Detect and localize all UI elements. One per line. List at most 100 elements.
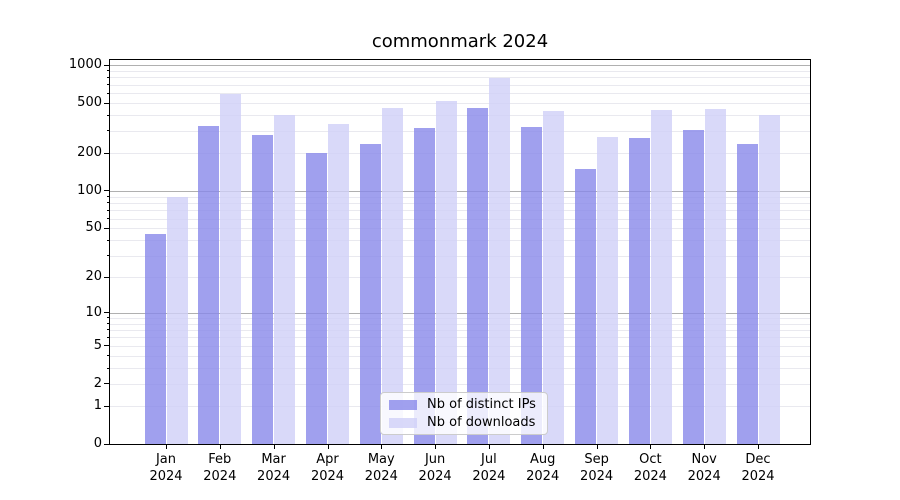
y-tick-label: 2 [93, 375, 102, 391]
x-tick-label: Dec 2024 [726, 451, 790, 485]
x-tick-mark [219, 445, 221, 449]
x-label-year: 2024 [472, 469, 506, 484]
minor-gridline [110, 196, 810, 198]
minor-gridline [110, 70, 810, 72]
minor-gridline [110, 153, 810, 155]
x-tick-label: Jun 2024 [403, 451, 467, 485]
bar-downloads [597, 136, 619, 444]
y-tick-mark [104, 443, 110, 445]
bar-distinct-ips [575, 168, 597, 444]
major-gridline [110, 190, 810, 192]
x-tick-mark [488, 445, 490, 449]
y-tick-label: 0 [93, 436, 102, 451]
minor-gridline [110, 337, 810, 339]
legend-swatch-downloads [389, 417, 417, 428]
legend-item-distinct-ips: Nb of distinct IPs [389, 397, 547, 412]
bar-downloads [328, 124, 349, 444]
y-tick-mark [104, 102, 110, 104]
y-tick-label: 1 [93, 398, 102, 413]
minor-gridline [110, 84, 810, 86]
x-tick-mark [166, 445, 167, 449]
x-label-year: 2024 [526, 469, 560, 484]
x-label-month: Oct [639, 452, 662, 467]
legend-item-downloads: Nb of downloads [389, 415, 547, 430]
legend-label-distinct-ips: Nb of distinct IPs [427, 397, 536, 412]
legend-label-downloads: Nb of downloads [427, 415, 536, 430]
minor-gridline [110, 210, 810, 212]
y-minor-tick-mark [107, 255, 110, 257]
y-minor-tick-mark [107, 202, 110, 204]
y-tick-mark [104, 190, 110, 192]
y-minor-tick-mark [107, 84, 110, 85]
bar-downloads [381, 108, 403, 444]
y-tick-label: 100 [77, 182, 102, 198]
bar-downloads [220, 94, 242, 444]
x-tick-mark [327, 445, 329, 449]
x-label-month: Apr [316, 452, 339, 467]
y-tick-label: 50 [85, 220, 102, 236]
bar-distinct-ips [359, 144, 381, 444]
y-minor-tick-mark [107, 130, 110, 132]
y-minor-tick-mark [107, 114, 110, 116]
y-tick-mark [104, 276, 110, 278]
x-label-year: 2024 [418, 469, 452, 484]
x-tick-label: Jul 2024 [457, 451, 521, 485]
x-label-month: Dec [745, 452, 771, 467]
x-tick-mark [542, 445, 544, 449]
y-tick-mark [104, 64, 110, 66]
x-label-year: 2024 [633, 469, 667, 484]
minor-gridline [110, 240, 810, 242]
x-label-month: May [367, 452, 395, 467]
x-tick-label: Aug 2024 [511, 451, 575, 485]
x-label-year: 2024 [687, 469, 721, 484]
y-tick-label: 200 [77, 145, 102, 161]
y-minor-tick-mark [107, 323, 110, 324]
y-tick-mark [104, 152, 110, 154]
bar-downloads [489, 77, 511, 444]
bar-distinct-ips [413, 128, 435, 444]
x-tick-label: Sep 2024 [565, 451, 629, 485]
y-minor-tick-mark [107, 196, 110, 197]
y-tick-label: 10 [85, 304, 102, 320]
x-tick-mark [273, 445, 275, 449]
x-tick-label: Nov 2024 [672, 451, 736, 485]
plot-area: Nb of distinct IPs Nb of downloads [109, 59, 811, 445]
y-minor-tick-mark [107, 239, 110, 241]
x-tick-mark [704, 445, 706, 449]
y-minor-tick-mark [107, 367, 110, 369]
x-tick-mark [758, 445, 759, 449]
y-tick-label: 5 [93, 337, 102, 353]
minor-gridline [110, 115, 810, 117]
y-minor-tick-mark [107, 209, 110, 211]
minor-gridline [110, 130, 810, 132]
y-tick-mark [104, 312, 110, 313]
x-label-year: 2024 [580, 469, 614, 484]
y-minor-tick-mark [107, 92, 110, 94]
minor-gridline [110, 202, 810, 204]
x-tick-label: Mar 2024 [242, 451, 306, 485]
y-minor-tick-mark [107, 70, 110, 72]
minor-gridline [110, 277, 810, 278]
minor-gridline [110, 383, 810, 385]
bar-distinct-ips [306, 153, 327, 444]
minor-gridline [110, 218, 810, 220]
x-tick-mark [650, 445, 652, 449]
bar-distinct-ips [628, 137, 650, 444]
y-minor-tick-mark [107, 218, 110, 219]
bar-downloads [543, 111, 565, 444]
major-gridline [110, 65, 810, 66]
minor-gridline [110, 368, 810, 369]
y-tick-mark [104, 405, 110, 407]
x-tick-label: Oct 2024 [618, 451, 682, 485]
minor-gridline [110, 77, 810, 79]
bar-distinct-ips [682, 130, 704, 444]
y-tick-mark [104, 383, 110, 385]
y-tick-label: 1000 [68, 57, 102, 72]
x-tick-mark [435, 445, 437, 449]
x-label-month: Jun [424, 452, 446, 467]
minor-gridline [110, 317, 810, 319]
x-label-year: 2024 [203, 469, 237, 484]
bar-downloads [758, 115, 780, 444]
bar-downloads [704, 108, 726, 444]
